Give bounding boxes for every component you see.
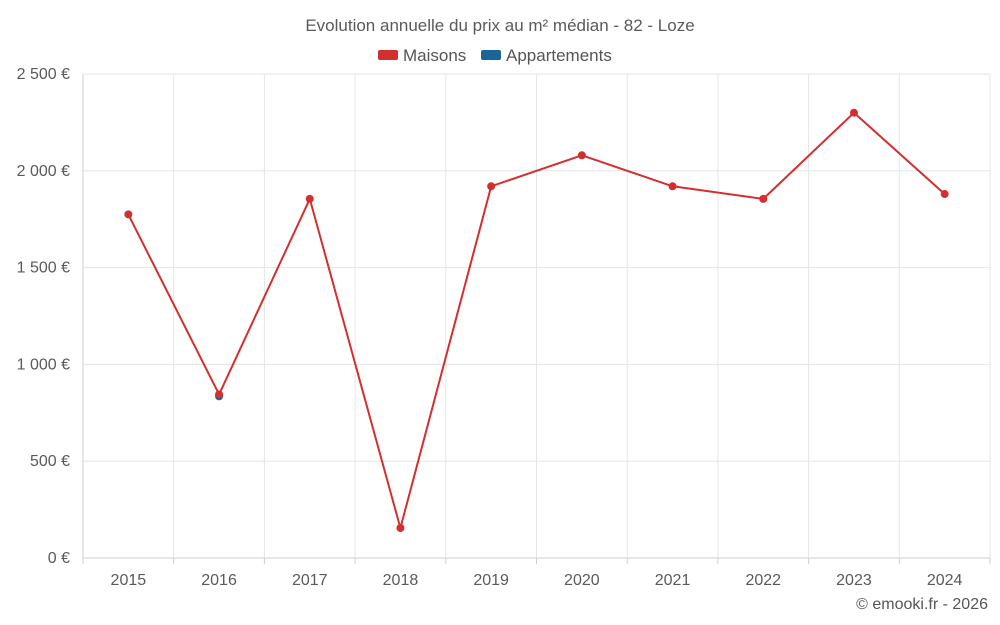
legend-label-maisons: Maisons [403, 46, 466, 65]
grid [82, 73, 991, 558]
y-tick-label: 0 € [48, 550, 70, 567]
data-point-maisons[interactable] [849, 108, 858, 117]
chart-title: Evolution annuelle du prix au m² médian … [305, 16, 694, 35]
legend-swatch-maisons [378, 50, 398, 60]
y-tick-label: 1 000 € [17, 356, 70, 373]
x-tick-label: 2019 [473, 572, 509, 589]
y-tick-label: 500 € [30, 453, 70, 470]
x-tick-label: 2024 [927, 572, 963, 589]
axes: 0 € 500 € 1 000 € 1 500 € 2 000 € 2 500 € 2015… [17, 66, 991, 589]
x-tick-label: 2020 [564, 572, 600, 589]
data-point-maisons[interactable] [215, 390, 224, 399]
x-tick-label: 2022 [745, 572, 781, 589]
x-tick-label: 2016 [201, 572, 237, 589]
data-point-maisons[interactable] [305, 194, 314, 203]
y-tick-label: 1 500 € [17, 260, 70, 277]
credit-text: © emooki.fr - 2026 [856, 596, 988, 613]
x-tick-label: 2023 [836, 572, 872, 589]
data-point-maisons[interactable] [577, 151, 586, 160]
data-point-maisons[interactable] [668, 182, 677, 191]
data-point-maisons[interactable] [124, 210, 133, 219]
legend-item-appartements[interactable]: Appartements [481, 46, 612, 65]
x-tick-label: 2018 [383, 572, 419, 589]
y-tick-label: 2 500 € [17, 66, 70, 83]
x-tick-label: 2017 [292, 572, 328, 589]
y-tick-label: 2 000 € [17, 163, 70, 180]
series [124, 108, 949, 532]
legend-swatch-appartements [481, 50, 501, 60]
series-line-maisons [127, 111, 946, 529]
legend[interactable]: Maisons Appartements [378, 46, 612, 65]
x-tick-label: 2021 [655, 572, 691, 589]
legend-label-appartements: Appartements [506, 46, 612, 65]
data-point-maisons[interactable] [759, 194, 768, 203]
data-point-maisons[interactable] [940, 190, 949, 199]
data-point-maisons[interactable] [487, 182, 496, 191]
x-tick-label: 2015 [111, 572, 147, 589]
data-point-maisons[interactable] [396, 523, 405, 532]
legend-item-maisons[interactable]: Maisons [378, 46, 466, 65]
